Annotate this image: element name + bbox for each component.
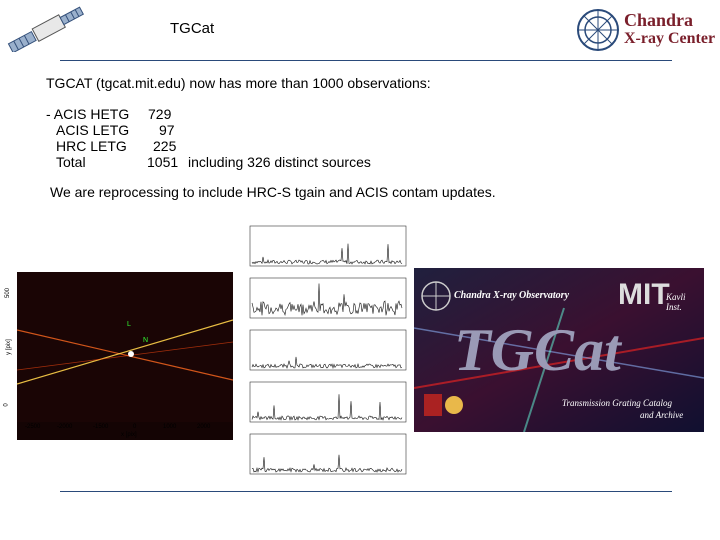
spectrum-panel bbox=[249, 225, 407, 267]
stat-label: ACIS LETG bbox=[56, 122, 130, 138]
stat-label: Total bbox=[56, 154, 86, 170]
stat-label: HRC LETG bbox=[56, 138, 127, 154]
stat-row-acis-letg: ACIS LETG 97 bbox=[56, 122, 416, 140]
spectrum-panel bbox=[249, 329, 407, 371]
header-divider bbox=[60, 60, 672, 61]
sky-x-tick: 1000 bbox=[163, 424, 177, 430]
kavli-inst-label: Inst. bbox=[666, 302, 682, 312]
stat-count: 97 bbox=[159, 122, 175, 138]
spectrum-line bbox=[251, 356, 403, 370]
stat-row-hrc-letg: HRC LETG 225 bbox=[56, 138, 416, 156]
spectra-thumbnails bbox=[238, 224, 410, 484]
cxc-emblem-icon bbox=[577, 9, 619, 51]
reprocessing-note: We are reprocessing to include HRC-S tga… bbox=[50, 184, 496, 200]
banner-subtitle-line1: Transmission Grating Catalog bbox=[562, 398, 673, 408]
spectrum-line bbox=[251, 454, 403, 473]
sky-y-tick: 0 bbox=[3, 403, 10, 407]
chandra-satellite-icon bbox=[7, 6, 84, 52]
stat-count: 729 bbox=[148, 106, 172, 122]
sky-y-label: y [pix] bbox=[5, 339, 12, 355]
sky-marker-l: L bbox=[127, 321, 131, 328]
sky-x-tick: -2500 bbox=[25, 424, 41, 430]
mit-logo: MIT bbox=[618, 278, 670, 311]
spectrum-line bbox=[251, 243, 403, 265]
spectrum-line bbox=[251, 283, 403, 317]
chandra-xray-center-logo: Chandra X-ray Center bbox=[574, 6, 718, 54]
sky-marker-n: N bbox=[143, 337, 148, 344]
sky-x-tick: -2000 bbox=[57, 424, 73, 430]
footer-divider bbox=[60, 491, 672, 492]
sky-x-tick: -1500 bbox=[93, 424, 109, 430]
tgcat-big-title: TGCat bbox=[454, 317, 621, 383]
stat-row-total: Total 1051 including 326 distinct source… bbox=[56, 154, 416, 172]
kavli-label: Kavli bbox=[666, 292, 686, 302]
spectrum-panel bbox=[249, 277, 407, 319]
grating-sky-image: L N 500 y [pix] 0 -2500 -2000 -1500 0 10… bbox=[4, 272, 233, 440]
stat-label: - ACIS HETG bbox=[46, 106, 130, 122]
sky-x-label: x [pix] bbox=[121, 432, 137, 438]
stat-count: 225 bbox=[153, 138, 177, 154]
banner-heading: Chandra X-ray Observatory bbox=[454, 290, 570, 301]
sky-y-tick: 500 bbox=[5, 287, 12, 299]
spectrum-line bbox=[251, 394, 403, 421]
stat-count: 1051 bbox=[147, 154, 179, 170]
intro-text: TGCAT (tgcat.mit.edu) now has more than … bbox=[46, 75, 431, 91]
sky-x-tick: 0 bbox=[133, 424, 137, 430]
logo-text-xray-center: X-ray Center bbox=[624, 30, 716, 47]
sky-x-tick: 2000 bbox=[197, 424, 211, 430]
slide-title: TGCat bbox=[170, 20, 215, 37]
banner-subtitle-line2: and Archive bbox=[640, 410, 684, 420]
spectrum-panel bbox=[249, 433, 407, 475]
tgcat-banner: Chandra X-ray Observatory MIT Kavli Inst… bbox=[414, 268, 704, 432]
stat-note: including 326 distinct sources bbox=[188, 154, 371, 170]
logo-text-chandra: Chandra bbox=[624, 10, 694, 30]
stat-row-acis-hetg: - ACIS HETG 729 bbox=[46, 106, 406, 124]
